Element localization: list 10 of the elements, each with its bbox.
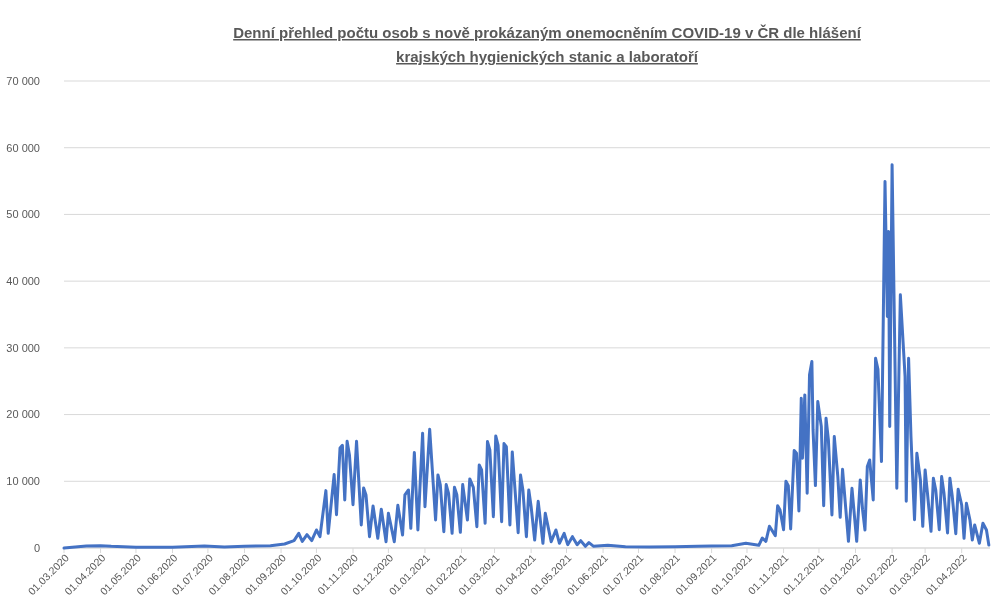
y-tick-label: 0 bbox=[33, 541, 40, 554]
y-tick-label: 50 000 bbox=[6, 208, 40, 221]
y-tick-label: 60 000 bbox=[6, 141, 40, 154]
y-tick-label: 30 000 bbox=[6, 341, 40, 354]
chart-title: Denní přehled počtu osob s nově prokázaným onemocněním COVID-19 v ČR dle hlášení krajských hygienických stanic a laboratoří bbox=[233, 24, 862, 65]
y-tick-label: 40 000 bbox=[6, 274, 40, 287]
y-tick-label: 20 000 bbox=[6, 408, 40, 421]
line-series bbox=[62, 163, 991, 550]
y-tick-label: 70 000 bbox=[6, 74, 40, 87]
y-tick-label: 10 000 bbox=[6, 475, 40, 488]
